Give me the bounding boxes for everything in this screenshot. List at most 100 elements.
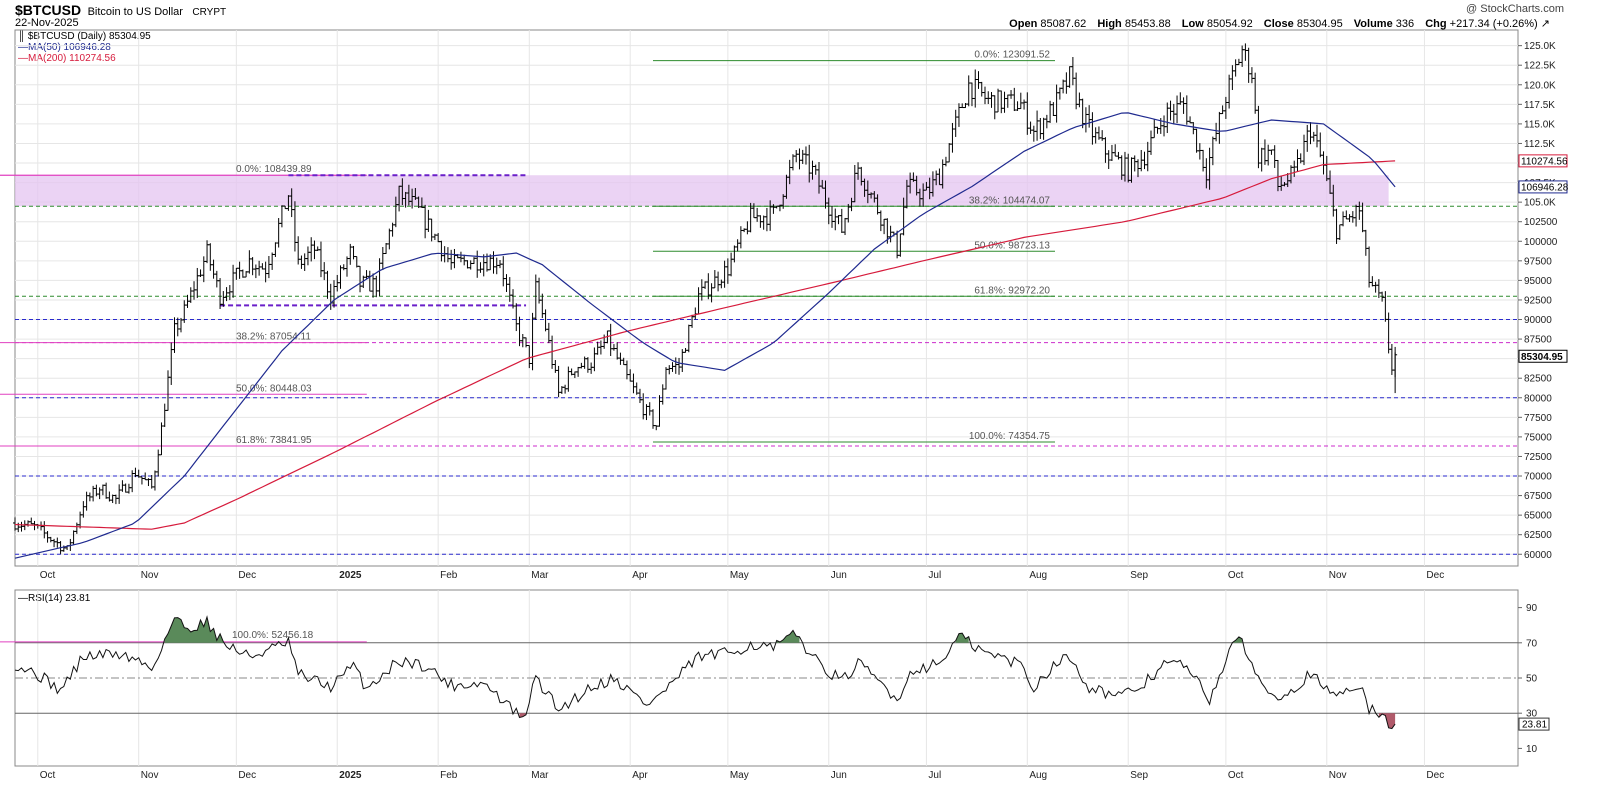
ohlc-bar [1015,101,1020,111]
ohlc-bar [1165,102,1170,134]
ohlc-bar [1295,149,1300,172]
ohlc-bar [42,521,47,539]
ohlc-bar [641,393,646,420]
ohlc-bar [673,357,678,374]
time-tick-label: Jun [831,570,847,581]
ohlc-bar [520,333,525,348]
ohlc-bar [696,287,701,315]
ohlc-bar [253,264,258,279]
ohlc-bar [608,323,613,357]
ohlc-bar [722,260,727,288]
time-tick-label: Mar [531,770,549,781]
brand-watermark[interactable]: @ StockCharts.com [1466,3,1564,15]
time-tick-label: Oct [1228,770,1244,781]
chart-date: 22-Nov-2025 [15,17,79,29]
ohlc-bar [895,230,900,259]
ohlc-bar [52,538,57,548]
ohlc-bar [351,245,356,260]
rsi-overbought-fill [164,617,224,643]
line-swatch-icon: — [18,53,28,64]
ohlc-bar [384,242,389,255]
ohlc-bar [1236,58,1241,66]
ohlc-bar [29,517,34,525]
ohlc-bar [1162,115,1167,137]
ohlc-bar [797,148,802,170]
ohlc-bar [686,324,691,353]
price-tag-label: 106946.28 [1521,182,1569,193]
ohlc-bar [514,303,519,332]
rsi-legend[interactable]: —RSI(14) 23.81 [18,593,90,604]
price-axis: 60000 62500 65000 67500 70000 72500 75000 77500… [1518,41,1569,561]
ohlc-bar [647,402,652,416]
price-tick-label: 67500 [1524,491,1552,502]
ohlc-bar [1041,117,1046,140]
fib-left-label: 50.0%: 80448.03 [236,383,312,394]
ohlc-bar [48,536,53,543]
ohlc-bar [1259,147,1264,172]
ohlc-bar [888,225,893,243]
ohlc-bar [436,232,441,243]
ma50-line [14,112,1396,559]
ohlc-bar [660,384,665,405]
ohlc-bar [1002,91,1007,113]
price-tick-label: 92500 [1524,295,1552,306]
ohlc-bar [462,254,467,266]
ohlc-bar [800,149,805,164]
high-label: High [1097,18,1122,30]
ohlc-bar [126,483,131,494]
ohlc-bar [335,274,340,292]
ohlc-bar [748,202,753,233]
price-bars [13,43,1398,554]
ohlc-bar [1240,45,1245,67]
ohlc-bar [1350,211,1355,223]
ohlc-bar [299,255,304,269]
ohlc-bar [1217,111,1222,144]
ohlc-bar [712,270,717,289]
ohlc-bar [387,228,392,250]
ohlc-bar [833,208,838,231]
ohlc-bar [1142,151,1147,170]
ohlc-bar [983,86,987,105]
ohlc-bar [104,482,109,499]
ohlc-bar [1253,72,1258,114]
ohlc-bar [449,249,454,270]
legend-rsi-label: RSI(14) 23.81 [28,593,91,604]
ohlc-bar [1367,246,1372,288]
ohlc-bar [1201,149,1206,172]
price-tick-label: 80000 [1524,393,1552,404]
volume-value: 336 [1395,18,1415,30]
ohlc-bar [188,287,193,303]
ohlc-bar [504,274,509,292]
legend-price[interactable]: ║ $BTCUSD (Daily) 85304.95 [18,31,151,42]
time-tick-label: Oct [40,770,56,781]
open-label: Open [1009,18,1038,30]
legend-ma50[interactable]: —MA(50) 106946.28 [18,42,151,53]
ohlc-bar [345,256,350,277]
time-tick-label: Mar [531,570,549,581]
price-tick-label: 77500 [1524,413,1552,424]
ohlc-bar [1149,130,1154,155]
ohlc-bar [1175,95,1180,124]
ohlc-bar [1070,57,1075,86]
time-tick-label: Jun [831,770,847,781]
ohlc-bar [325,270,330,299]
ohlc-bar [989,92,994,108]
ohlc-bar [898,233,903,257]
ohlc-bar [836,215,841,225]
ohlc-bar [195,267,200,298]
legend-ma200[interactable]: —MA(200) 110274.56 [18,53,151,64]
ohlc-bar [1018,92,1023,110]
ohlc-bar [1103,137,1108,163]
rsi-overbought-fill [955,633,969,643]
ohlc-bar [790,154,795,171]
price-panel [14,29,1519,567]
close-label: Close [1263,18,1294,30]
price-tick-label: 100000 [1524,237,1558,248]
ohlc-bar [572,371,577,379]
rsi-chart: 10 30 50 70 90 100.0%: 52456.18 23.81 [0,603,1550,755]
ohlc-bar [1376,279,1381,299]
ohlc-bar [1064,72,1069,94]
ohlc-bar [1301,134,1306,166]
ohlc-bar [1057,87,1062,100]
